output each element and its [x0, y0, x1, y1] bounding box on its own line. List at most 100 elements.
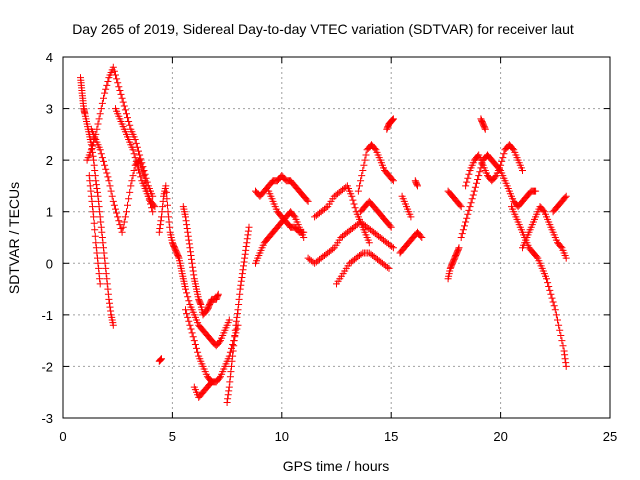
data-point	[136, 156, 144, 164]
data-point	[91, 167, 99, 174]
data-point	[109, 321, 117, 329]
data-point	[182, 285, 189, 293]
axis-ticks: -3 -2 -1 0 1 2 3 4 0 5 10 15 20 25	[41, 50, 617, 444]
x-tick-label: 10	[275, 429, 289, 444]
data-point	[244, 227, 252, 235]
data-point	[558, 337, 566, 345]
data-point	[183, 310, 191, 318]
data-point	[132, 139, 140, 147]
x-tick-label: 5	[169, 429, 176, 444]
data-point	[92, 239, 100, 247]
data-point	[125, 195, 133, 203]
data-point	[90, 213, 98, 221]
data-point	[184, 228, 192, 236]
data-point	[130, 167, 138, 174]
data-point	[365, 239, 373, 247]
data-point	[95, 115, 103, 123]
data-point	[101, 89, 109, 97]
data-point	[417, 232, 425, 240]
data-point	[105, 177, 113, 185]
data-point	[231, 326, 239, 334]
data-point	[103, 81, 111, 89]
data-point	[303, 196, 311, 204]
data-point	[229, 341, 237, 348]
data-point	[475, 172, 483, 180]
data-point	[120, 218, 128, 226]
data-point	[131, 154, 139, 162]
data-point	[229, 347, 237, 355]
data-point	[120, 102, 128, 110]
data-point	[115, 83, 123, 91]
data-point	[113, 75, 121, 83]
data-point	[185, 297, 193, 305]
data-point	[465, 206, 473, 214]
data-point	[90, 156, 98, 164]
data-point	[561, 194, 569, 201]
data-point	[126, 121, 134, 129]
data-point	[185, 317, 193, 325]
data-point	[189, 263, 197, 271]
data-point	[240, 262, 247, 270]
data-point	[235, 295, 243, 303]
data-point	[150, 201, 158, 209]
data-point	[554, 316, 561, 324]
data-point	[243, 235, 251, 243]
data-point	[557, 243, 565, 250]
data-point	[290, 212, 298, 220]
data-point	[464, 210, 472, 218]
data-points	[77, 63, 570, 406]
data-point	[473, 179, 480, 187]
data-point	[545, 283, 553, 290]
data-point	[133, 161, 141, 169]
data-point	[207, 379, 215, 387]
data-point	[87, 146, 95, 154]
data-point	[96, 280, 104, 288]
data-point	[190, 271, 198, 279]
data-point	[156, 357, 164, 365]
data-point	[182, 213, 189, 221]
data-point	[215, 374, 223, 382]
data-point	[101, 259, 109, 267]
data-point	[102, 165, 110, 173]
data-point	[357, 250, 365, 258]
data-point	[97, 150, 105, 158]
data-point	[93, 249, 101, 257]
data-point	[118, 228, 126, 236]
chart-title: Day 265 of 2019, Sidereal Day-to-day VTE…	[72, 21, 574, 37]
y-tick-label: 0	[46, 256, 53, 271]
data-point	[94, 120, 102, 128]
data-point	[135, 165, 142, 173]
data-point	[115, 217, 123, 225]
data-point	[555, 321, 563, 329]
data-point	[128, 177, 136, 185]
data-point	[86, 182, 94, 190]
data-point	[552, 311, 560, 319]
x-tick-label: 0	[59, 429, 66, 444]
data-point	[193, 344, 200, 352]
data-point	[98, 99, 106, 107]
data-point	[389, 177, 397, 185]
data-point	[126, 188, 134, 196]
data-point	[100, 94, 107, 102]
data-point	[532, 187, 540, 195]
data-point	[459, 226, 467, 234]
data-point	[226, 378, 234, 386]
data-point	[102, 270, 110, 278]
data-point	[139, 168, 147, 176]
data-point	[471, 183, 479, 191]
data-point	[550, 302, 558, 310]
data-point	[104, 173, 112, 181]
data-point	[164, 201, 171, 209]
data-point	[543, 275, 550, 283]
data-point	[481, 124, 489, 132]
data-point	[456, 201, 464, 209]
data-point	[464, 174, 472, 182]
data-point	[557, 332, 565, 339]
data-point	[100, 157, 107, 165]
data-point	[234, 306, 242, 314]
data-point	[92, 177, 100, 185]
data-point	[94, 192, 102, 200]
data-point	[462, 182, 470, 190]
data-point	[539, 206, 547, 214]
data-point	[184, 313, 192, 321]
